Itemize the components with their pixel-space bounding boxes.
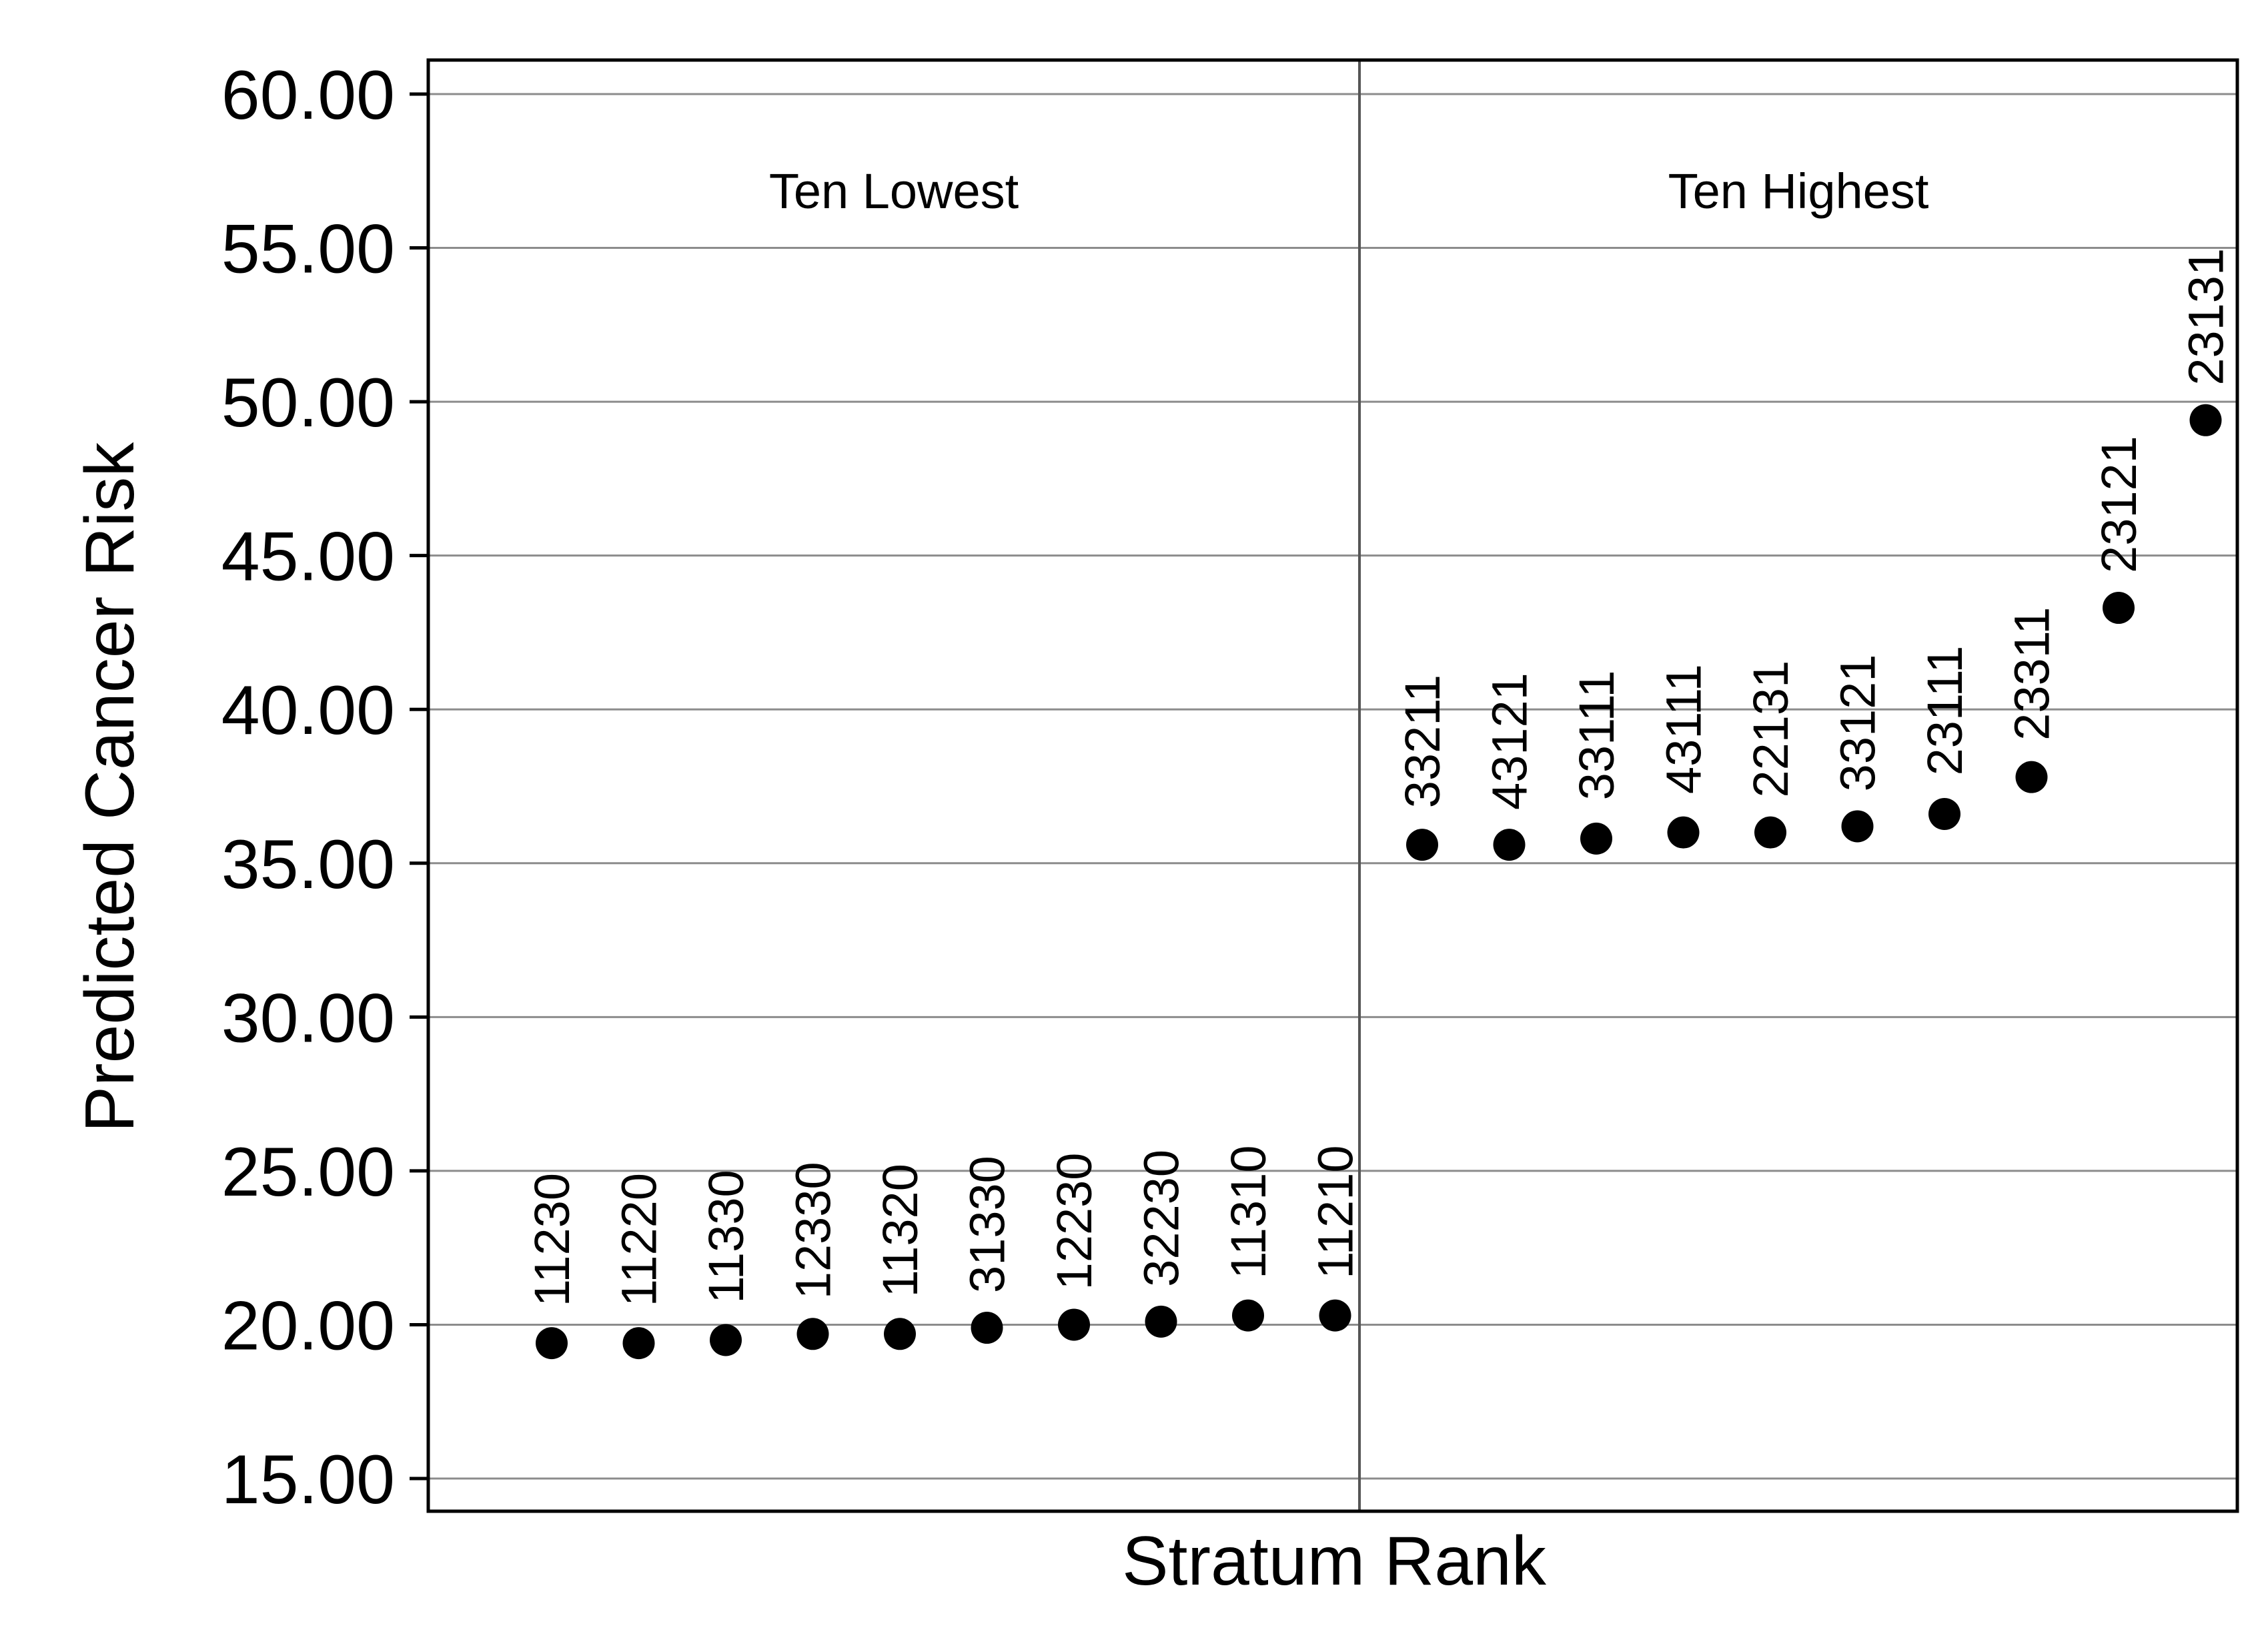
point-label: 43121 [1482,673,1538,810]
data-point [1841,810,1874,843]
data-point [1319,1299,1351,1332]
y-tick-label: 35.00 [221,826,395,903]
data-point [1493,829,1526,861]
point-label: 12330 [786,1162,841,1299]
y-tick-label: 30.00 [221,979,395,1057]
point-label: 23131 [2179,248,2234,386]
group-label: Ten Highest [1668,163,1929,219]
plot-frame [426,58,2239,1513]
data-point [1058,1308,1090,1341]
data-point [796,1318,829,1350]
data-point [1754,816,1786,849]
data-point [1406,829,1438,861]
point-label: 31330 [960,1156,1015,1293]
data-point [622,1327,655,1360]
point-label: 23311 [2005,607,2060,741]
y-tick-label: 25.00 [221,1134,395,1211]
point-label: 11320 [873,1164,928,1297]
data-point [884,1318,916,1350]
y-axis-title: Predicted Cancer Risk [71,442,149,1133]
data-point [1232,1299,1264,1332]
data-point [536,1327,568,1360]
data-point [2015,761,2048,793]
point-label: 11220 [612,1173,667,1306]
point-label: 11330 [698,1170,754,1303]
data-point [2103,592,2135,625]
y-axis-ticks: 15.00 20.00 25.00 30.00 35.00 40.00 45.00 50.00… [221,57,428,1519]
y-tick-label: 40.00 [221,672,395,749]
point-label: 23121 [2091,436,2147,573]
y-tick-label: 50.00 [221,364,395,442]
point-label: 43111 [1656,664,1712,794]
point-labels: 11230 11220 11330 12330 11320 31330 12230 32230… [524,248,2234,1306]
point-label: 11210 [1308,1145,1363,1278]
data-point [1667,816,1700,849]
data-point [710,1324,742,1356]
y-tick-label: 55.00 [221,211,395,288]
point-label: 33111 [1569,670,1624,800]
data-point [2189,404,2222,436]
y-tick-label: 20.00 [221,1287,395,1364]
y-tick-label: 45.00 [221,518,395,596]
data-point [1928,798,1960,830]
point-label: 12230 [1047,1153,1102,1290]
data-point [971,1312,1003,1344]
y-tick-label: 60.00 [221,57,395,134]
point-label: 33121 [1830,655,1886,792]
point-label: 32230 [1134,1150,1189,1287]
point-label: 11310 [1221,1145,1276,1278]
group-label: Ten Lowest [769,163,1019,219]
data-point [1580,822,1612,855]
point-label: 22131 [1743,661,1798,798]
point-label: 23111 [1917,646,1972,776]
point-label: 11230 [524,1173,580,1306]
data-points [536,404,2222,1360]
group-labels: Ten Lowest Ten Highest [769,163,1929,219]
x-axis-title: Stratum Rank [1122,1523,1547,1600]
point-label: 33211 [1395,675,1450,808]
data-point [1145,1305,1177,1338]
y-tick-label: 15.00 [221,1441,395,1519]
